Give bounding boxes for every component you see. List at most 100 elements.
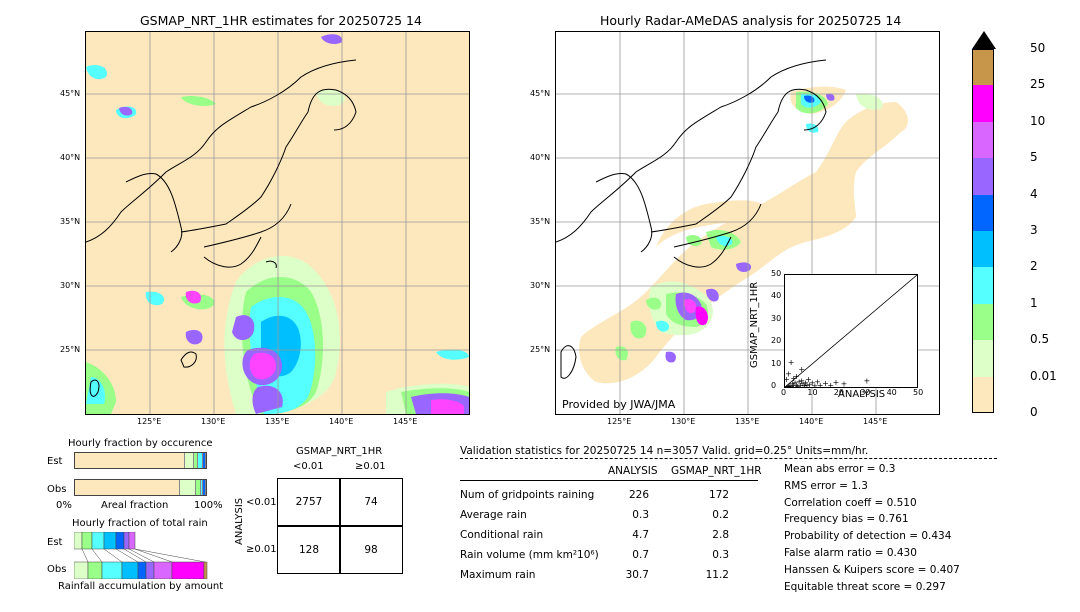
validation-col-gsmap: GSMAP_NRT_1HR <box>671 465 762 477</box>
validation-row-analysis: 30.7 <box>625 569 649 581</box>
colorbar-label: 0 <box>1030 405 1038 419</box>
contingency-row-label: ANALYSIS <box>234 497 245 545</box>
scatter-ytick: 50 <box>771 269 782 278</box>
colorbar-segment <box>972 121 994 159</box>
scatter-point: + <box>797 381 804 387</box>
rainfrac-xlabel: Rainfall accumulation by amount <box>58 581 224 592</box>
occurrence-segment <box>198 453 204 468</box>
left-lon-label: 135°E <box>265 417 290 426</box>
right-map: +++++++++++++++++++++++++++++++++ Provid… <box>555 31 940 415</box>
contingency-row-header: <0.01 <box>246 497 277 508</box>
colorbar-label: 25 <box>1030 77 1046 92</box>
occurrence-segment <box>195 480 201 495</box>
contingency-col-header: ≥0.01 <box>355 461 386 472</box>
validation-row-label: Average rain <box>460 509 527 521</box>
rainfrac-bars <box>73 531 208 580</box>
scatter-point: + <box>805 375 812 384</box>
colorbar-segment <box>972 303 994 341</box>
data-credit: Provided by JWA/JMA <box>562 398 676 411</box>
right-map-title: Hourly Radar-AMeDAS analysis for 2025072… <box>600 13 902 28</box>
colorbar-segment <box>972 231 994 268</box>
scatter-point: + <box>817 381 824 387</box>
right-lat-label: 40°N <box>530 153 551 162</box>
validation-table-rule <box>460 480 758 481</box>
validation-row-analysis: 226 <box>628 489 649 501</box>
scatter-point: + <box>793 381 800 387</box>
right-lon-label: 130°E <box>671 417 696 426</box>
scatter-point: + <box>786 381 793 387</box>
scatter-point: + <box>785 382 792 387</box>
scatter-point: + <box>785 370 792 379</box>
scatter-point: + <box>806 380 813 387</box>
occurrence-bars <box>74 452 207 496</box>
rainfrac-obs-label: Obs <box>47 564 67 575</box>
contingency-col-header: <0.01 <box>293 461 324 472</box>
scatter-ytick: 10 <box>771 358 782 368</box>
right-map-grid <box>556 32 939 414</box>
scatter-point: + <box>794 382 801 387</box>
validation-row-analysis: 0.7 <box>632 549 649 561</box>
left-map-title: GSMAP_NRT_1HR estimates for 20250725 14 <box>140 13 422 28</box>
left-lat-label: 35°N <box>60 217 81 226</box>
scatter-point: + <box>822 379 829 387</box>
scatter-point: + <box>801 381 808 387</box>
scatter-point: + <box>788 358 795 367</box>
contingency-row-header: ≥0.01 <box>246 544 277 555</box>
left-lat-label: 25°N <box>60 345 81 354</box>
validation-score: Correlation coeff = 0.510 <box>784 496 917 509</box>
validation-row-gsmap: 0.2 <box>712 509 729 521</box>
occurrence-segment <box>200 480 204 495</box>
rain-patches <box>86 34 469 414</box>
scatter-xtick: 10 <box>807 388 818 397</box>
scatter-point: + <box>798 376 805 385</box>
scatter-point: + <box>833 378 840 387</box>
colorbar-label: 0.01 <box>1030 368 1057 383</box>
validation-score: Mean abs error = 0.3 <box>784 463 896 475</box>
validation-row-label: Conditional rain <box>460 529 544 541</box>
contingency-cell: 2757 <box>277 478 341 526</box>
scatter-point: + <box>864 376 871 385</box>
occurrence-tick-0: 0% <box>56 500 72 511</box>
scatter-point: + <box>798 365 805 374</box>
scatter-point: + <box>814 377 821 386</box>
occurrence-tick-100: 100% <box>194 500 223 511</box>
validation-score: Frequency bias = 0.761 <box>784 513 909 526</box>
left-map-grid <box>86 32 469 414</box>
scatter-point: + <box>827 381 834 387</box>
left-lon-label: 145°E <box>393 417 418 426</box>
scatter-point: + <box>790 374 797 383</box>
colorbar-label: 4 <box>1030 186 1038 201</box>
colorbar-segment <box>972 340 994 377</box>
colorbar-segment <box>972 85 994 122</box>
rainfrac-svg <box>73 531 208 580</box>
validation-row-analysis: 0.3 <box>632 509 649 521</box>
scatter-point: + <box>789 380 796 387</box>
occurrence-xlabel: Areal fraction <box>101 500 169 511</box>
scatter-point: + <box>793 372 800 381</box>
contingency-cell: 98 <box>339 526 403 574</box>
occurrence-segment <box>179 480 196 495</box>
validation-row-gsmap: 2.8 <box>712 529 729 541</box>
colorbar-segment <box>972 49 994 86</box>
right-lat-label: 45°N <box>530 89 551 98</box>
right-map-canvas <box>556 32 939 414</box>
scatter-ylabel: GSMAP_NRT_1HR <box>749 281 760 368</box>
right-map-coastline <box>556 59 827 379</box>
left-map <box>85 31 470 415</box>
scatter-point: + <box>790 381 797 387</box>
scatter-point: + <box>802 379 809 387</box>
colorbar-label: 2 <box>1030 259 1038 274</box>
scatter-point: + <box>812 382 819 387</box>
left-lon-label: 130°E <box>201 417 226 426</box>
scatter-canvas: +++++++++++++++++++++++++++++++++ <box>783 274 918 392</box>
scatter-xtick: 20 <box>833 388 844 397</box>
rainfrac-est-label: Est <box>47 537 63 548</box>
left-map-canvas <box>86 32 469 414</box>
validation-row-label: Maximum rain <box>460 569 536 581</box>
rainfrac-title: Hourly fraction of total rain <box>72 518 208 529</box>
scatter-point: + <box>785 375 790 384</box>
left-lat-label: 30°N <box>60 281 81 290</box>
scatter-ytick: 30 <box>771 313 782 323</box>
validation-row-analysis: 4.7 <box>632 529 649 541</box>
validation-score: Equitable threat score = 0.297 <box>784 580 946 593</box>
